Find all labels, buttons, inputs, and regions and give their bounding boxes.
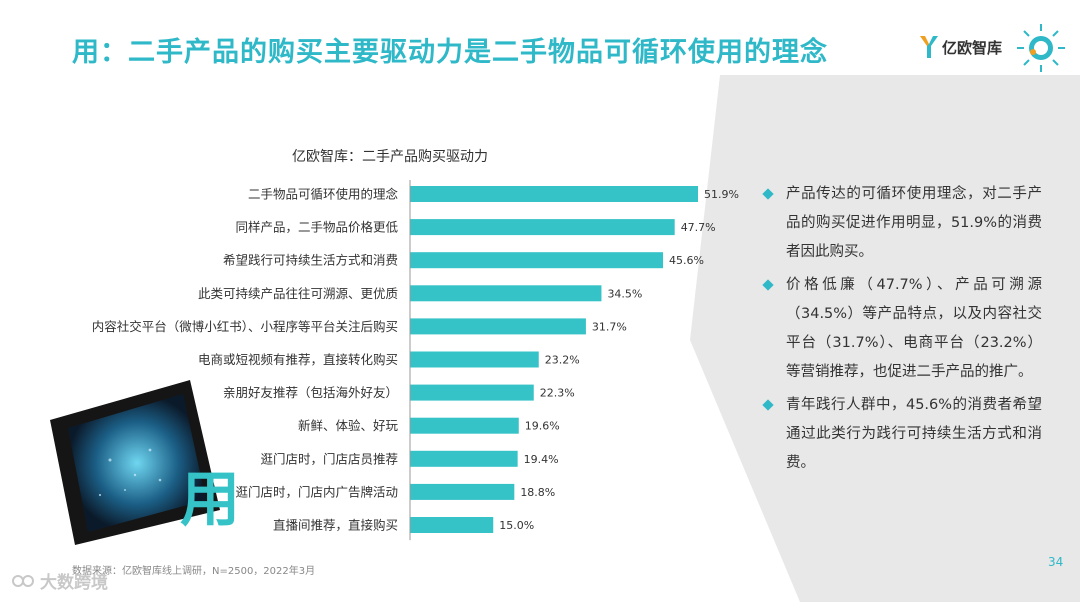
brand-logo: 亿欧智库 xyxy=(920,36,1002,58)
category-label: 内容社交平台（微博小红书）、小程序等平台关注后购买 xyxy=(92,319,398,334)
bar xyxy=(410,318,586,335)
bar xyxy=(410,483,515,500)
insight-item: 青年践行人群中，45.6%的消费者希望通过此类行为践行可持续生活方式和消费。 xyxy=(762,391,1042,478)
value-label: 31.7% xyxy=(592,320,627,333)
value-label: 34.5% xyxy=(607,287,642,300)
category-label: 此类可持续产品往往可溯源、更优质 xyxy=(198,286,398,301)
bar-chart: 二手物品可循环使用的理念 51.9% 同样产品，二手物品价格更低 47.7% 希望践行可… xyxy=(92,180,739,541)
watermark: 大数跨境 xyxy=(12,568,108,593)
value-label: 51.9% xyxy=(704,188,739,201)
bar xyxy=(410,517,494,533)
watermark-logo-icon xyxy=(12,574,34,587)
category-label: 逛门店时，门店店员推荐 xyxy=(260,451,398,466)
bar xyxy=(410,285,602,302)
value-label: 15.0% xyxy=(499,519,534,532)
insight-text: 青年践行人群中，45.6%的消费者希望通过此类行为践行可持续生活方式和消费。 xyxy=(786,397,1042,471)
category-label: 逛门店时，门店内广告牌活动 xyxy=(235,484,398,499)
bar xyxy=(410,450,518,467)
category-label: 新鲜、体验、好玩 xyxy=(298,418,399,433)
insight-list: 产品传达的可循环使用理念，对二手产品的购买促进作用明显，51.9%的消费者因此购… xyxy=(762,180,1042,482)
logo-text: 亿欧智库 xyxy=(942,38,1003,57)
bar xyxy=(410,219,675,236)
page-title: 用：二手产品的购买主要驱动力是二手物品可循环使用的理念 xyxy=(72,37,828,68)
sun-emblem-icon xyxy=(1017,24,1065,72)
value-label: 19.6% xyxy=(525,420,560,433)
diamond-bullet-icon xyxy=(762,399,774,411)
diamond-bullet-icon xyxy=(762,188,774,200)
category-label: 同样产品，二手物品价格更低 xyxy=(235,220,398,235)
value-label: 47.7% xyxy=(681,221,716,234)
value-label: 45.6% xyxy=(669,254,704,267)
logo-y-icon xyxy=(920,36,938,58)
value-label: 23.2% xyxy=(545,354,580,367)
value-label: 18.8% xyxy=(520,486,555,499)
diamond-bullet-icon xyxy=(762,279,774,291)
insight-item: 价格低廉（47.7%）、产品可溯源（34.5%）等产品特点，以及内容社交平台（3… xyxy=(762,271,1042,387)
data-source: 数据来源：亿欧智库线上调研，N=2500，2022年3月 xyxy=(72,566,316,577)
tablet-photo xyxy=(50,380,220,545)
category-label: 二手物品可循环使用的理念 xyxy=(248,187,399,202)
value-label: 22.3% xyxy=(540,387,575,400)
category-label: 直播间推荐，直接购买 xyxy=(273,518,398,533)
bar xyxy=(410,384,534,401)
bar xyxy=(410,252,664,269)
insight-text: 价格低廉（47.7%）、产品可溯源（34.5%）等产品特点，以及内容社交平台（3… xyxy=(786,277,1042,380)
insight-item: 产品传达的可循环使用理念，对二手产品的购买促进作用明显，51.9%的消费者因此购… xyxy=(762,180,1042,267)
category-label: 希望践行可持续生活方式和消费 xyxy=(223,253,398,268)
insight-text: 产品传达的可循环使用理念，对二手产品的购买促进作用明显，51.9%的消费者因此购… xyxy=(786,186,1042,260)
chart-title: 亿欧智库：二手产品购买驱动力 xyxy=(292,149,488,165)
category-label: 电商或短视频有推荐，直接转化购买 xyxy=(198,352,398,367)
page-number: 34 xyxy=(1048,555,1064,569)
bar xyxy=(410,186,698,202)
category-label: 亲朋好友推荐（包括海外好友） xyxy=(223,385,398,400)
watermark-text: 大数跨境 xyxy=(40,573,108,593)
bar xyxy=(410,417,519,434)
bar xyxy=(410,351,539,368)
value-label: 19.4% xyxy=(524,453,559,466)
decorative-character: 用 xyxy=(180,465,240,535)
